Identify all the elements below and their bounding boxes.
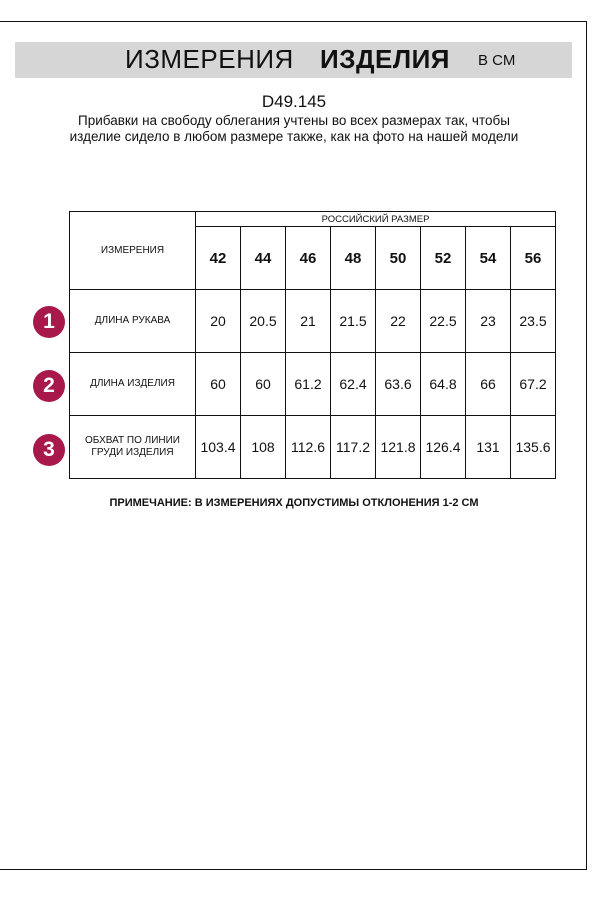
value-cell: 66 — [465, 352, 511, 416]
size-header-cell: 50 — [375, 226, 421, 290]
value-cell: 23 — [465, 289, 511, 353]
size-table: ИЗМЕРЕНИЯ РОССИЙСКИЙ РАЗМЕР 42 44 46 48 50 52… — [69, 211, 556, 479]
row-label: ДЛИНА РУКАВА — [69, 289, 196, 353]
row-number-badge: 1 — [33, 306, 65, 338]
value-cell: 63.6 — [375, 352, 421, 416]
value-cell: 67.2 — [510, 352, 556, 416]
row-label: ОБХВАТ ПО ЛИНИИ ГРУДИ ИЗДЕЛИЯ — [69, 415, 196, 479]
value-cell: 60 — [240, 352, 286, 416]
value-cell: 20.5 — [240, 289, 286, 353]
size-header-cell: 56 — [510, 226, 556, 290]
size-header-cell: 54 — [465, 226, 511, 290]
value-cell: 22 — [375, 289, 421, 353]
value-cell: 112.6 — [285, 415, 331, 479]
title-bold: ИЗДЕЛИЯ — [320, 44, 450, 74]
note: ПРИМЕЧАНИЕ: В ИЗМЕРЕНИЯХ ДОПУСТИМЫ ОТКЛО… — [109, 497, 479, 509]
row-number-badge: 3 — [33, 434, 65, 466]
title-band — [15, 42, 572, 78]
size-header-cell: 48 — [330, 226, 376, 290]
value-cell: 135.6 — [510, 415, 556, 479]
value-cell: 22.5 — [420, 289, 466, 353]
title-regular: ИЗМЕРЕНИЯ — [125, 44, 294, 74]
value-cell: 62.4 — [330, 352, 376, 416]
description: Прибавки на свободу облегания учтены во … — [69, 113, 519, 144]
product-code: D49.145 — [261, 92, 327, 111]
title-unit: В СМ — [478, 52, 516, 69]
size-header-cell: 44 — [240, 226, 286, 290]
size-header-cell: 52 — [420, 226, 466, 290]
value-cell: 108 — [240, 415, 286, 479]
value-cell: 21 — [285, 289, 331, 353]
value-cell: 117.2 — [330, 415, 376, 479]
value-cell: 131 — [465, 415, 511, 479]
value-cell: 126.4 — [420, 415, 466, 479]
size-header-cell: 46 — [285, 226, 331, 290]
row-number-badge: 2 — [33, 370, 65, 402]
measure-header: ИЗМЕРЕНИЯ — [69, 211, 196, 290]
value-cell: 121.8 — [375, 415, 421, 479]
value-cell: 21.5 — [330, 289, 376, 353]
size-header: РОССИЙСКИЙ РАЗМЕР — [195, 211, 556, 227]
value-cell: 103.4 — [195, 415, 241, 479]
table-row: ОБХВАТ ПО ЛИНИИ ГРУДИ ИЗДЕЛИЯ 103.4 108 112… — [69, 415, 556, 479]
value-cell: 61.2 — [285, 352, 331, 416]
size-header-cell: 42 — [195, 226, 241, 290]
table-row: ДЛИНА ИЗДЕЛИЯ 60 60 61.2 62.4 63.6 64.8 66 67.2 — [69, 352, 556, 416]
row-label: ДЛИНА ИЗДЕЛИЯ — [69, 352, 196, 416]
table-row: ДЛИНА РУКАВА 20 20.5 21 21.5 22 22.5 23 23.5 — [69, 289, 556, 353]
value-cell: 64.8 — [420, 352, 466, 416]
page-frame — [0, 21, 587, 870]
value-cell: 20 — [195, 289, 241, 353]
value-cell: 60 — [195, 352, 241, 416]
value-cell: 23.5 — [510, 289, 556, 353]
